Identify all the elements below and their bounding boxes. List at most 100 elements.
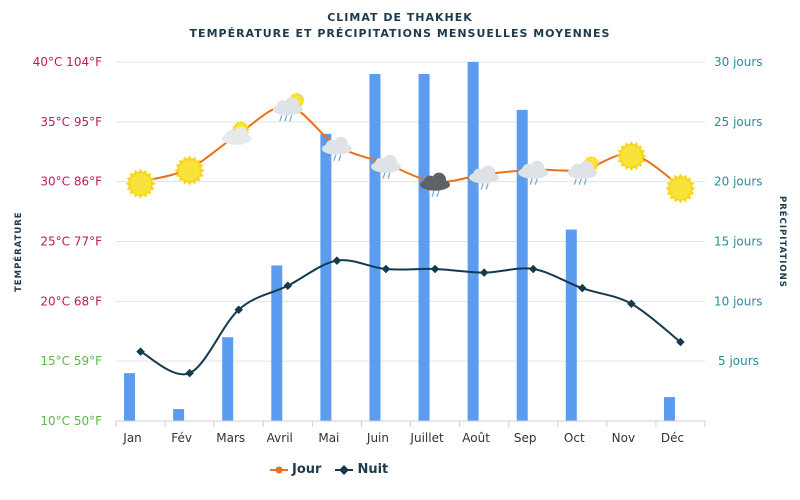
- y-right-tick-label: 25 jours: [714, 115, 763, 129]
- x-tick-label: Nov: [612, 431, 635, 445]
- cloud-rain-icon: [370, 154, 401, 179]
- nuit-point: [627, 299, 636, 308]
- rain-drop: [436, 190, 440, 197]
- sun-disc: [130, 173, 152, 195]
- cloud-puff: [481, 165, 496, 180]
- y-left-tick-label: 20°C 68°F: [40, 294, 102, 308]
- weather-icons: [125, 92, 696, 204]
- cloud-puff: [530, 160, 545, 175]
- sun-icon: [665, 173, 696, 204]
- legend-label-jour: Jour: [292, 462, 322, 477]
- nuit-point: [332, 256, 342, 265]
- cloud-rain-icon: [469, 165, 500, 190]
- chart-subtitle: TEMPÉRATURE ET PRÉCIPITATIONS MENSUELLES…: [189, 27, 611, 40]
- nuit-point: [283, 281, 293, 291]
- y-left-tick-label: 25°C 77°F: [40, 235, 102, 249]
- precipitation-bars: [124, 62, 675, 422]
- partly-cloudy-icon: [221, 120, 252, 145]
- y-right-tick-label: 10 jours: [714, 294, 763, 308]
- rain-drop: [333, 154, 337, 161]
- nuit-point: [234, 305, 243, 314]
- cloud-puff: [233, 126, 248, 141]
- y-right-tick-label: 20 jours: [714, 175, 763, 189]
- nuit-point: [430, 264, 440, 274]
- x-tick-label: Juillet: [409, 431, 444, 445]
- rain-drop: [573, 178, 577, 185]
- partly-cloudy-rain-icon: [567, 155, 600, 185]
- x-axis: Jan Fév Mars Avril Mai Juin Juillet Août Sep Oct N…: [115, 420, 706, 445]
- x-tick-label: Août: [462, 431, 490, 445]
- nuit-point: [676, 337, 685, 347]
- precipitation-bar: [173, 409, 185, 421]
- y-right-tick-label: 30 jours: [714, 55, 763, 69]
- legend-nuit-marker-icon: [335, 464, 354, 475]
- legend-label-nuit: Nuit: [357, 462, 389, 477]
- rain-drop: [578, 178, 582, 185]
- cloud-rain-icon: [321, 136, 352, 161]
- y-left-tick-label: 35°C 95°F: [40, 115, 102, 129]
- y-left-tick-label: 40°C 104°F: [33, 55, 102, 69]
- cloud-puff: [333, 136, 348, 151]
- precipitation-bar: [467, 62, 479, 421]
- rain-drop: [284, 115, 288, 122]
- precipitation-bar: [418, 73, 430, 421]
- jour-line: [140, 105, 682, 188]
- rain-drop: [475, 183, 479, 190]
- y-right-tick-label: 15 jours: [714, 235, 763, 249]
- rain-drop: [431, 190, 435, 197]
- rain-drop: [529, 178, 533, 185]
- partly-cloudy-rain-icon: [272, 92, 305, 122]
- cloud-puff: [382, 154, 397, 169]
- x-tick-label: Jan: [122, 431, 142, 445]
- y-left-tick-label: 15°C 59°F: [40, 354, 102, 368]
- rain-drop: [279, 115, 283, 122]
- x-tick-label: Juin: [366, 431, 389, 445]
- y-right-axis-title: PRÉCIPITATIONS: [777, 196, 789, 288]
- cloud-puff: [432, 172, 447, 187]
- nuit-point: [479, 268, 489, 277]
- precipitation-bar: [663, 397, 675, 421]
- y-left-tick-label: 30°C 86°F: [40, 175, 102, 189]
- sun-icon: [174, 155, 205, 186]
- rain-drop: [485, 183, 489, 190]
- legend-item-nuit[interactable]: Nuit: [335, 462, 388, 477]
- x-tick-label: Mars: [216, 431, 245, 445]
- cloud-puff: [284, 97, 299, 112]
- grid-lines: [116, 61, 705, 362]
- precipitation-bar: [516, 109, 528, 421]
- precipitation-bar: [565, 229, 577, 421]
- precipitation-bar: [271, 265, 283, 421]
- sun-disc: [669, 177, 691, 199]
- rain-drop: [524, 178, 528, 185]
- rain-drop: [289, 115, 293, 122]
- cloud-rain-icon: [518, 160, 549, 185]
- sun-icon: [616, 141, 647, 172]
- rain-drop: [382, 172, 386, 179]
- nuit-point: [185, 368, 194, 378]
- rain-drop: [480, 183, 484, 190]
- x-tick-label: Mai: [318, 431, 339, 445]
- y-left-tick-label: 10°C 50°F: [40, 414, 102, 428]
- x-tick-label: Avril: [267, 431, 293, 445]
- x-tick-label: Déc: [661, 431, 684, 445]
- y-axis-labels: 40°C 104°F 35°C 95°F 30°C 86°F 25°C 77°F 20°…: [33, 55, 763, 428]
- nuit-line: [140, 259, 682, 376]
- rain-drop: [387, 172, 391, 179]
- x-tick-label: Fév: [171, 431, 192, 445]
- y-right-tick-label: 5 jours: [718, 354, 759, 368]
- nuit-point: [578, 283, 587, 293]
- nuit-point: [381, 264, 391, 274]
- chart-title: CLIMAT DE THAKHEK: [327, 11, 473, 24]
- legend-jour-marker-icon: [270, 466, 288, 473]
- nuit-point: [528, 264, 538, 274]
- legend-item-jour[interactable]: Jour: [270, 462, 321, 477]
- precipitation-bar: [320, 133, 332, 422]
- rain-drop: [583, 178, 587, 185]
- x-tick-label: Sep: [514, 431, 537, 445]
- precipitation-bar: [222, 337, 234, 421]
- sun-disc: [620, 145, 642, 167]
- precipitation-bar: [369, 73, 381, 421]
- storm-cloud-rain-icon: [420, 172, 451, 197]
- sun-disc: [179, 160, 201, 182]
